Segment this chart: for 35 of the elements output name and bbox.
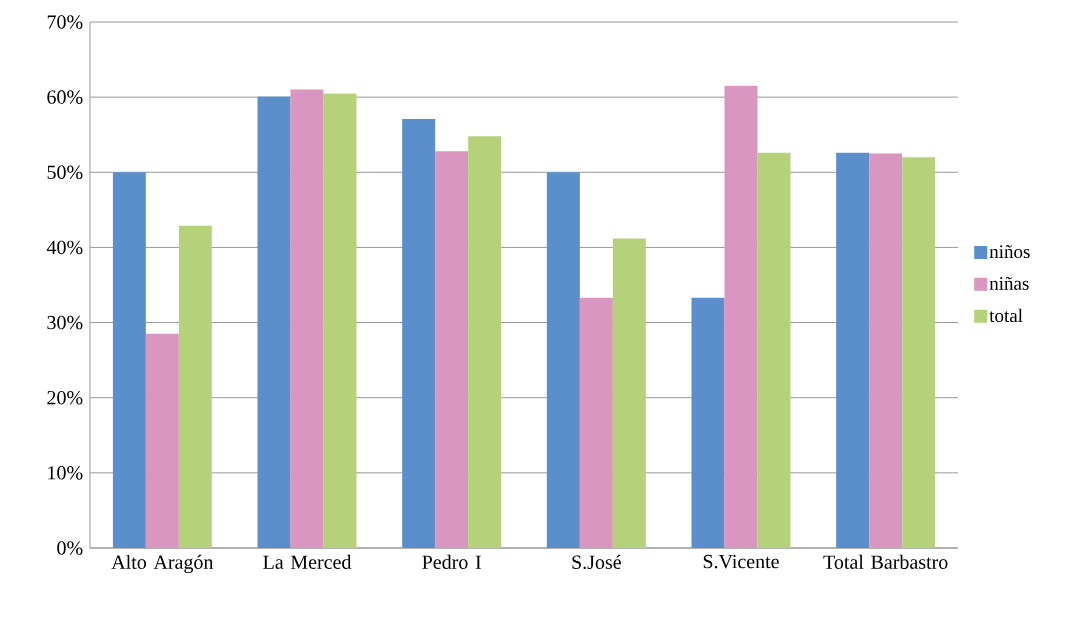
y-tick-label: 70% bbox=[47, 15, 83, 29]
bar bbox=[145, 333, 179, 548]
y-tick-label: 20% bbox=[47, 390, 83, 405]
bar bbox=[435, 151, 469, 548]
legend-label: niños bbox=[989, 245, 1030, 259]
bar bbox=[869, 153, 903, 548]
bar bbox=[178, 225, 212, 548]
bar bbox=[836, 152, 870, 548]
x-tick-label: La Merced bbox=[263, 554, 352, 569]
x-tick-label: Alto Aragón bbox=[111, 554, 214, 574]
y-tick-label: 60% bbox=[47, 90, 83, 104]
bar bbox=[468, 136, 502, 548]
y-tick-label: 50% bbox=[47, 165, 83, 180]
x-tick-label: S.José bbox=[572, 554, 621, 570]
y-tick-label: 0% bbox=[57, 541, 83, 555]
bar bbox=[579, 297, 613, 548]
y-tick-label: 10% bbox=[48, 466, 83, 480]
bar bbox=[691, 297, 725, 548]
legend-label: total bbox=[989, 308, 1023, 323]
bar bbox=[612, 238, 646, 548]
bar bbox=[290, 89, 324, 548]
bar bbox=[546, 172, 580, 548]
bar bbox=[257, 96, 291, 548]
bar bbox=[112, 172, 146, 548]
y-tick-label: 30% bbox=[47, 315, 83, 330]
x-tick-label: Total Barbastro bbox=[823, 554, 948, 569]
bar bbox=[323, 93, 357, 548]
y-tick-label: 40% bbox=[46, 240, 83, 255]
bar bbox=[724, 85, 758, 548]
legend-label: niñas bbox=[989, 276, 1029, 290]
x-tick-label: S.Vicente bbox=[703, 554, 779, 569]
bar bbox=[402, 118, 436, 548]
bar bbox=[757, 152, 791, 548]
bar bbox=[902, 157, 936, 548]
x-tick-label: Pedro I bbox=[422, 554, 481, 569]
